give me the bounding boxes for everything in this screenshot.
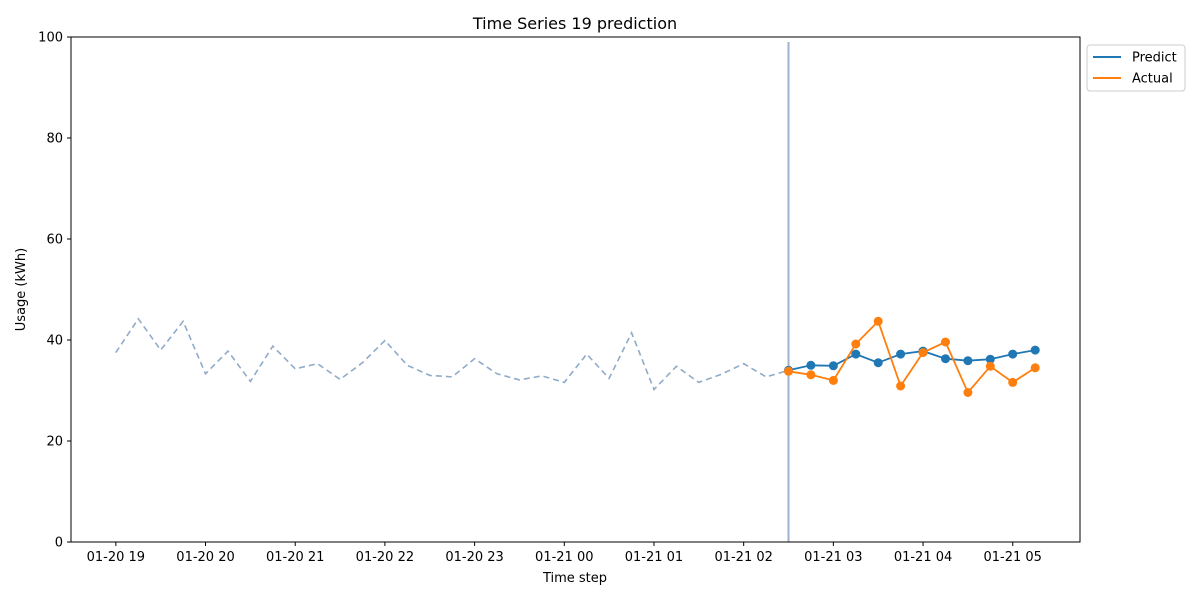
history-line [115,317,789,391]
actual-point [851,339,861,349]
actual-point [828,375,838,385]
x-tick-label: 01-20 19 [87,550,145,565]
predict-point [828,361,838,371]
actual-point [806,370,816,380]
predict-point [873,358,883,368]
x-axis-title: Time step [542,571,607,586]
predict-point [985,354,995,364]
predict-point [941,354,950,364]
predict-point [963,356,973,366]
chart-title: Time Series 19 prediction [472,14,677,33]
actual-point [1008,377,1018,387]
x-tick-label: 01-20 23 [445,550,503,565]
x-tick-label: 01-21 02 [714,550,772,565]
x-tick-label: 01-21 01 [625,550,683,565]
predict-point [896,349,906,359]
x-tick-label: 01-21 05 [984,550,1042,565]
plot-area [115,42,1040,542]
actual-point [896,381,906,391]
x-axis: 01-20 19 01-20 20 01-20 21 01-20 22 01-20 23… [87,542,1042,565]
actual-point [1030,363,1040,373]
predict-point [1008,349,1018,359]
y-tick-label: 100 [38,31,63,46]
x-tick-label: 01-20 20 [176,550,234,565]
actual-point [963,388,973,397]
y-axis-title: Usage (kWh) [14,248,29,331]
actual-point [873,316,883,326]
actual-point [985,361,995,371]
actual-point [918,348,928,358]
legend-label-predict: Predict [1132,51,1177,66]
predict-point [806,360,816,370]
x-tick-label: 01-20 21 [266,550,324,565]
y-axis: 0 20 40 60 80 100 [38,31,71,551]
predict-point [1030,345,1040,355]
actual-point [941,337,950,347]
y-tick-label: 40 [46,334,63,349]
actual-point [784,366,793,376]
x-tick-label: 01-20 22 [356,550,414,565]
legend-label-actual: Actual [1132,72,1173,87]
x-tick-label: 01-21 00 [535,550,593,565]
x-tick-label: 01-21 04 [894,550,952,565]
y-tick-label: 0 [55,536,63,551]
x-tick-label: 01-21 03 [804,550,862,565]
plot-frame [70,36,1081,543]
legend: Predict Actual [1086,44,1186,92]
y-tick-label: 80 [46,132,63,147]
y-tick-label: 20 [46,435,63,450]
predict-point [851,349,861,359]
y-tick-label: 60 [46,233,63,248]
